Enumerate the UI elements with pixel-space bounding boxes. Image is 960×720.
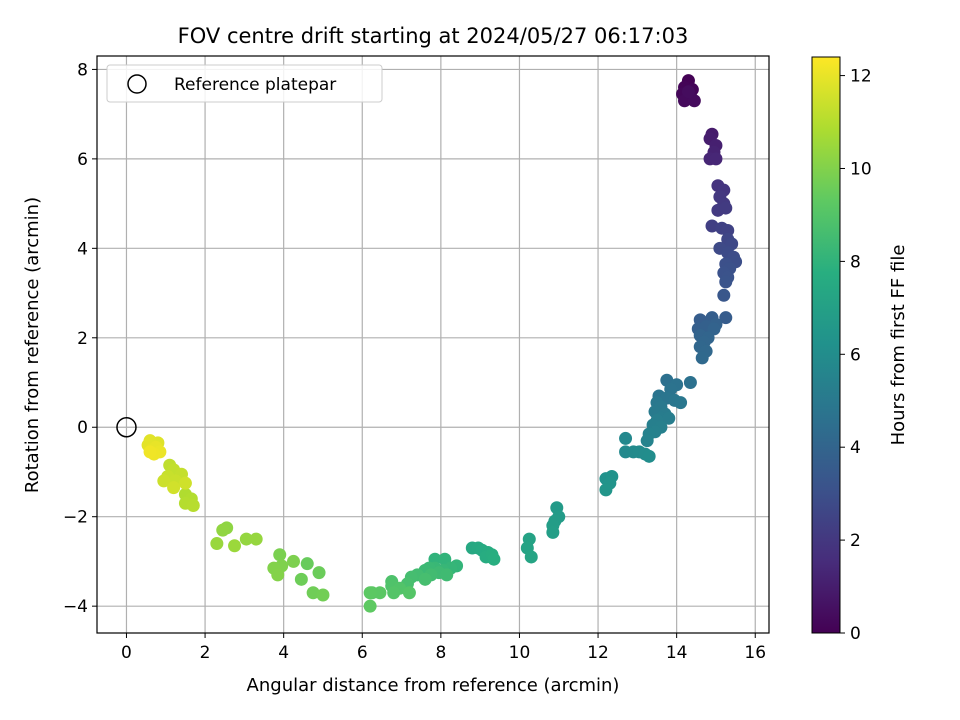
- drift-point: [363, 586, 377, 600]
- y-axis-label: Rotation from reference (arcmin): [22, 197, 43, 493]
- colorbar: 0 2 4 6 8 10 12 Hours from first FF file: [811, 56, 909, 644]
- y-tick-label: 4: [77, 239, 88, 259]
- x-tick-label: 12: [587, 643, 609, 663]
- drift-point: [683, 376, 697, 390]
- drift-point: [216, 523, 230, 537]
- x-tick-label: 10: [509, 643, 531, 663]
- drift-point: [487, 552, 501, 566]
- drift-point: [721, 223, 735, 237]
- drift-point: [640, 434, 654, 448]
- y-tick-label: 2: [77, 329, 88, 349]
- drift-point: [273, 548, 287, 562]
- drift-point: [705, 219, 719, 233]
- colorbar-ticks: 0 2 4 6 8 10 12: [840, 67, 872, 644]
- drift-point: [719, 275, 733, 289]
- legend: Reference platepar: [106, 64, 383, 103]
- colorbar-tick-label: 0: [850, 624, 861, 644]
- x-tick-label: 0: [121, 643, 132, 663]
- plot-area-frame: [96, 55, 770, 634]
- drift-point: [619, 431, 633, 445]
- colorbar-gradient: [811, 56, 841, 634]
- reference-platepar-marker: [116, 416, 137, 438]
- drift-point: [157, 474, 171, 488]
- legend-reference-label: Reference platepar: [174, 75, 336, 95]
- drift-point: [167, 481, 181, 495]
- drift-point: [312, 566, 326, 580]
- x-tick-label: 2: [200, 643, 211, 663]
- drift-point: [695, 351, 709, 365]
- colorbar-tick-label: 10: [850, 159, 872, 179]
- drift-point: [662, 411, 676, 425]
- colorbar-tick-label: 8: [850, 252, 861, 272]
- drift-point: [228, 539, 242, 553]
- drift-point: [271, 568, 285, 582]
- drift-point: [239, 532, 253, 546]
- x-axis-label: Angular distance from reference (arcmin): [247, 675, 620, 696]
- drift-point: [719, 311, 733, 325]
- drift-point: [418, 572, 432, 586]
- drift-point: [440, 568, 454, 582]
- drift-point: [373, 586, 387, 600]
- x-tick-label: 14: [666, 643, 688, 663]
- drift-point: [387, 586, 401, 600]
- drift-point: [178, 476, 192, 490]
- drift-point: [681, 85, 695, 99]
- drift-point: [717, 288, 731, 302]
- drift-point: [186, 499, 200, 513]
- drift-point: [674, 396, 688, 410]
- drift-point: [286, 554, 300, 568]
- legend-box: [106, 64, 383, 103]
- drift-point: [719, 201, 733, 215]
- drift-point: [294, 572, 308, 586]
- drift-point: [402, 586, 416, 600]
- x-tick-label: 16: [744, 643, 766, 663]
- x-axis-ticks: 0 2 4 6 8 10 12 14 16: [121, 633, 766, 663]
- grid: [97, 56, 769, 633]
- drift-point: [709, 152, 723, 166]
- drift-point: [363, 599, 377, 613]
- y-tick-label: 6: [77, 150, 88, 170]
- colorbar-tick-label: 6: [850, 345, 861, 365]
- drift-point: [300, 557, 314, 571]
- drift-point: [642, 449, 656, 463]
- drift-point: [599, 483, 613, 497]
- drift-point: [143, 445, 157, 459]
- y-axis-ticks: −4 −2 0 2 4 6 8: [63, 60, 97, 617]
- y-tick-label: −4: [63, 597, 88, 617]
- drift-point: [546, 525, 560, 539]
- x-tick-label: 8: [435, 643, 446, 663]
- colorbar-label: Hours from first FF file: [888, 245, 909, 446]
- drift-point: [249, 532, 263, 546]
- x-tick-label: 4: [278, 643, 289, 663]
- reference-marker-layer: [116, 416, 137, 438]
- drift-point: [306, 586, 320, 600]
- y-tick-label: 0: [77, 418, 88, 438]
- data-points: [141, 74, 743, 613]
- colorbar-tick-label: 4: [850, 438, 861, 458]
- x-tick-label: 6: [357, 643, 368, 663]
- chart-title: FOV centre drift starting at 2024/05/27 …: [178, 24, 689, 48]
- drift-point: [524, 550, 538, 564]
- colorbar-tick-label: 2: [850, 531, 861, 551]
- y-tick-label: 8: [77, 60, 88, 80]
- colorbar-tick-label: 12: [850, 67, 872, 87]
- drift-point: [316, 588, 330, 602]
- drift-point: [210, 537, 224, 551]
- y-tick-label: −2: [63, 508, 88, 528]
- legend-reference-marker: [127, 74, 147, 94]
